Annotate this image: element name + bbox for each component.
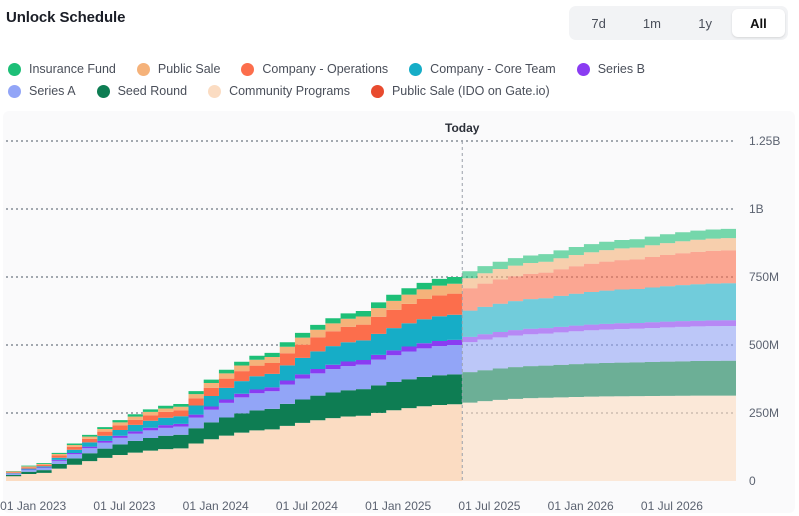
- x-tick-label: 01 Jul 2023: [93, 499, 155, 513]
- area-past-seed-round: [6, 374, 463, 477]
- today-label: Today: [445, 121, 480, 135]
- legend-swatch-icon: [96, 84, 110, 98]
- legend-swatch-icon: [136, 62, 150, 76]
- x-tick-label: 01 Jul 2025: [458, 499, 520, 513]
- area-past-company-core-team: [6, 314, 463, 474]
- legend-swatch-icon: [409, 62, 423, 76]
- area-future-company-operations: [462, 250, 736, 311]
- area-past-company-operations: [6, 293, 463, 474]
- x-tick-label: 01 Jan 2025: [365, 499, 431, 513]
- legend-swatch-icon: [8, 62, 21, 76]
- area-past-series-a: [6, 345, 463, 475]
- area-past-series-b: [6, 339, 463, 474]
- legend-label: Public Sale: [157, 62, 221, 76]
- legend-item-company-operations[interactable]: Company - Operations: [241, 62, 388, 76]
- area-future-series-b: [462, 320, 736, 343]
- legend-item-company-core-team[interactable]: Company - Core Team: [409, 62, 556, 76]
- legend-swatch-icon: [370, 84, 384, 98]
- y-tick-label: 1B: [749, 202, 764, 216]
- area-future-seed-round: [462, 360, 736, 403]
- area-future-insurance-fund: [462, 228, 736, 279]
- legend-item-public-sale[interactable]: Public Sale: [136, 62, 221, 76]
- legend-item-community-programs[interactable]: Community Programs: [208, 84, 350, 98]
- x-tick-label: 01 Jul 2024: [276, 499, 338, 513]
- x-tick-label: 01 Jul 2026: [641, 499, 703, 513]
- range-1y-button[interactable]: 1y: [698, 15, 712, 31]
- legend-label: Insurance Fund: [29, 62, 116, 76]
- legend-item-series-a[interactable]: Series A: [8, 84, 76, 98]
- chart-legend: Insurance Fund Public Sale Company - Ope…: [8, 58, 768, 102]
- legend-label: Seed Round: [117, 84, 188, 98]
- legend-swatch-icon: [208, 84, 222, 98]
- legend-label: Company - Operations: [262, 62, 389, 76]
- area-past-community-programs: [6, 404, 463, 481]
- legend-label: Community Programs: [229, 84, 350, 98]
- page-title: Unlock Schedule: [6, 9, 126, 26]
- legend-label: Public Sale (IDO on Gate.io): [391, 84, 550, 98]
- legend-swatch-icon: [241, 62, 255, 76]
- legend-item-series-b[interactable]: Series B: [576, 62, 645, 76]
- legend-swatch-icon: [8, 84, 21, 98]
- legend-label: Company - Core Team: [430, 62, 556, 76]
- legend-item-seed-round[interactable]: Seed Round: [96, 84, 188, 98]
- y-tick-label: 750M: [749, 270, 779, 284]
- legend-swatch-icon: [576, 62, 590, 76]
- x-tick-label: 01 Jan 2026: [548, 499, 614, 513]
- area-future-company-core-team: [462, 283, 736, 337]
- area-past-public-sale: [6, 283, 463, 473]
- legend-row-1: Insurance Fund Public Sale Company - Ope…: [8, 58, 768, 80]
- time-range-selector: 7d 1m 1y All: [569, 6, 788, 40]
- area-future-community-programs: [462, 395, 736, 481]
- x-tick-label: 01 Jan 2023: [0, 499, 66, 513]
- legend-row-2: Series A Seed Round Community Programs P…: [8, 80, 768, 102]
- legend-label: Series A: [29, 84, 76, 98]
- area-future-series-a: [462, 325, 736, 373]
- range-1m-button[interactable]: 1m: [642, 15, 661, 31]
- x-tick-label: 01 Jan 2024: [183, 499, 249, 513]
- range-7d-button[interactable]: 7d: [591, 15, 606, 31]
- area-future-public-sale: [462, 238, 736, 289]
- y-tick-label: 250M: [749, 406, 779, 420]
- legend-label: Series B: [597, 62, 645, 76]
- range-all-button[interactable]: All: [731, 9, 785, 37]
- legend-item-public-sale-ido[interactable]: Public Sale (IDO on Gate.io): [370, 84, 550, 98]
- y-tick-label: 500M: [749, 338, 779, 352]
- legend-item-insurance-fund[interactable]: Insurance Fund: [8, 62, 116, 76]
- y-tick-label: 0: [749, 474, 756, 488]
- y-tick-label: 1.25B: [749, 134, 780, 148]
